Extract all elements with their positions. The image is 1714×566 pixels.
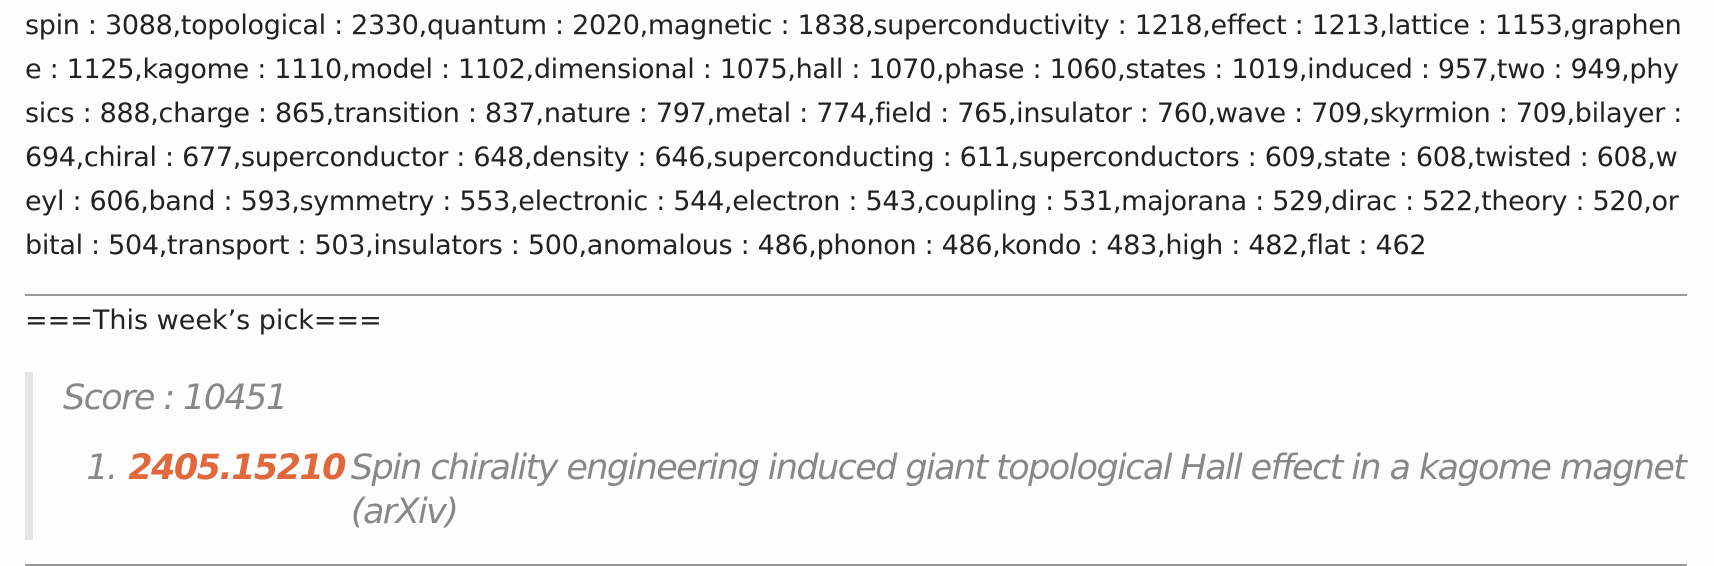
pick-list-item: 1. 2405.15210 Spin chirality engineering…: [63, 446, 1687, 534]
score-label: Score : 10451: [63, 378, 288, 418]
pick-list: 1. 2405.15210 Spin chirality engineering…: [63, 446, 1687, 534]
divider-top: [25, 294, 1687, 296]
pick-item-number: 1.: [86, 448, 118, 488]
weekly-pick-quote: Score : 10451 1. 2405.15210 Spin chirali…: [25, 372, 1687, 540]
page-content: spin : 3088,topological : 2330,quantum :…: [25, 0, 1687, 566]
arxiv-id-link[interactable]: 2405.15210: [128, 448, 346, 488]
keyword-counts-text: spin : 3088,topological : 2330,quantum :…: [25, 10, 1683, 261]
weekly-pick-header: ===This week’s pick===: [25, 305, 382, 336]
paper-title: Spin chirality engineering induced giant…: [350, 448, 1687, 532]
score-line: Score : 10451: [63, 376, 1687, 420]
